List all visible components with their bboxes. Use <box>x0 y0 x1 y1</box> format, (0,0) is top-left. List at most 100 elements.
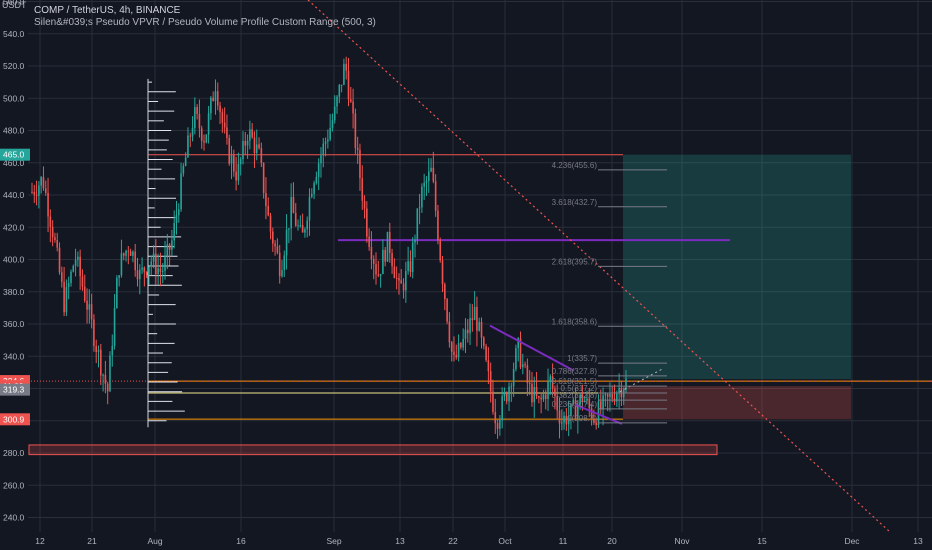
candle-body <box>505 393 508 402</box>
candle-body <box>363 200 366 209</box>
candle-body <box>604 394 607 396</box>
candle-body <box>182 165 185 174</box>
candle-body <box>533 386 536 403</box>
candle-body <box>499 420 501 429</box>
candle-body <box>354 113 357 148</box>
candle-body <box>301 225 304 233</box>
candle-body <box>324 141 327 144</box>
symbol-title[interactable]: COMP / TetherUS, 4h, BINANCE <box>34 5 181 16</box>
candle-body <box>285 229 288 256</box>
candle-body <box>148 266 150 276</box>
candle-body <box>104 374 107 384</box>
candle-body <box>407 261 409 272</box>
candle-body <box>233 155 235 172</box>
candle-body <box>93 319 95 347</box>
indicator-title[interactable]: Silen&#039;s Pseudo VPVR / Pseudo Volume… <box>34 17 376 28</box>
price-label: 300.9 <box>3 414 25 424</box>
candle-body <box>565 415 568 425</box>
candle-body <box>508 386 510 402</box>
candle-body <box>560 422 563 424</box>
candle-body <box>138 269 141 280</box>
candle-body <box>157 268 159 275</box>
candle-body <box>74 259 77 266</box>
fib-level-label: 0.5(317.2) <box>561 384 598 393</box>
candle-body <box>221 112 224 123</box>
fib-level-label: 0(298.7) <box>567 414 597 423</box>
candle-body <box>384 249 386 262</box>
candle-body <box>616 393 618 402</box>
candle-body <box>338 85 341 97</box>
candle-body <box>579 394 581 405</box>
candle-body <box>31 191 33 193</box>
candle-body <box>116 277 118 309</box>
candle-body <box>331 120 334 128</box>
x-tick-label: Oct <box>498 536 512 546</box>
fib-extension[interactable]: 4.236(455.6) 3.618(432.7) 2.618(395.7) 1.61… <box>552 161 667 424</box>
candle-body <box>47 192 49 217</box>
candle-body <box>489 371 492 392</box>
candle-body <box>216 91 219 106</box>
candle-body <box>54 237 56 240</box>
candle-body <box>33 191 36 195</box>
candle-body <box>469 318 471 334</box>
candle-body <box>549 376 552 382</box>
candle-body <box>478 321 481 331</box>
candle-body <box>315 176 318 184</box>
candle-body <box>173 222 175 241</box>
x-tick-label: 13 <box>395 536 405 546</box>
candle-body <box>161 270 164 272</box>
candle-body <box>519 338 522 368</box>
candle-body <box>602 395 604 410</box>
candle-body <box>382 249 384 275</box>
candle-body <box>203 141 205 143</box>
candle-body <box>244 140 247 146</box>
candle-body <box>425 180 428 183</box>
candle-body <box>49 216 52 227</box>
candle-body <box>590 408 593 420</box>
candle-body <box>333 106 336 121</box>
time-axis[interactable]: 12 21 Aug 16 Sep 13 22 Oct 11 20 Nov 15 Dec 13 <box>35 536 923 546</box>
candle-body <box>583 400 586 402</box>
candle-body <box>554 388 556 396</box>
candle-body <box>267 206 270 216</box>
price-axis[interactable]: 240.0260.0280.0300.0320.0340.0360.0380.0… <box>0 0 30 523</box>
candle-body <box>58 247 61 273</box>
candle-body <box>457 343 460 358</box>
candle-body <box>106 383 109 392</box>
candle-body <box>611 393 614 399</box>
fib-level-label: 0.236(307.4) <box>552 400 598 409</box>
candle-body <box>464 329 467 339</box>
fib-level-label: 0.382(312.8) <box>552 391 598 400</box>
candle-body <box>111 345 114 356</box>
candle-body <box>625 378 627 390</box>
candle-body <box>444 284 446 300</box>
candle-body <box>136 270 139 280</box>
candle-body <box>345 63 348 71</box>
candle-body <box>421 186 423 208</box>
fib-level-label: 3.618(432.7) <box>552 198 598 207</box>
candle-body <box>462 338 464 348</box>
descending-trendline <box>307 0 891 533</box>
candle-body <box>327 139 329 142</box>
candle-body <box>416 208 419 240</box>
x-tick-label: 20 <box>607 536 617 546</box>
candle-body <box>81 276 84 287</box>
candle-body <box>166 244 169 256</box>
y-tick-label: 380.0 <box>3 287 25 297</box>
candle-body <box>164 255 166 271</box>
candle-body <box>61 272 63 282</box>
fib-level-label: 1(335.7) <box>567 354 597 363</box>
candle-body <box>359 149 361 179</box>
candle-body <box>294 213 297 226</box>
drawings <box>307 0 891 533</box>
candle-body <box>159 268 162 272</box>
candle-body <box>427 171 430 181</box>
candle-body <box>223 122 226 128</box>
candle-body <box>517 338 520 349</box>
volume-profile <box>147 78 185 428</box>
candle-body <box>72 265 75 272</box>
candle-body <box>205 134 208 143</box>
candle-body <box>349 99 352 102</box>
candle-body <box>402 283 405 291</box>
